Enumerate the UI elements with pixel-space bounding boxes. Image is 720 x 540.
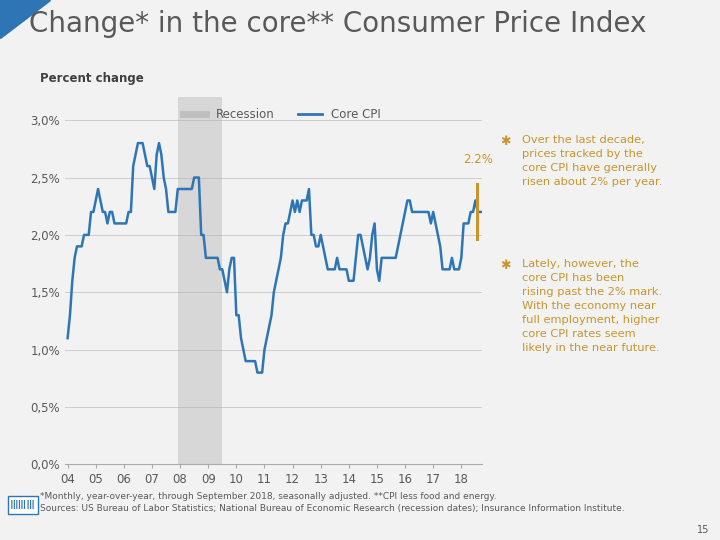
Text: 2.2%: 2.2% xyxy=(463,153,492,166)
Text: ✱: ✱ xyxy=(500,259,511,272)
Text: Percent change: Percent change xyxy=(40,72,143,85)
Text: 15: 15 xyxy=(697,524,709,535)
Text: Lately, however, the
core CPI has been
rising past the 2% mark.
With the economy: Lately, however, the core CPI has been r… xyxy=(522,259,662,353)
Legend: Recession, Core CPI: Recession, Core CPI xyxy=(178,103,386,125)
Text: *Monthly, year-over-year, through September 2018, seasonally adjusted. **CPI les: *Monthly, year-over-year, through Septem… xyxy=(40,492,624,513)
Text: Over the last decade,
prices tracked by the
core CPI have generally
risen about : Over the last decade, prices tracked by … xyxy=(522,135,662,187)
Text: ⅢⅢⅢ: ⅢⅢⅢ xyxy=(10,499,36,512)
Bar xyxy=(178,97,222,464)
Text: Change* in the core** Consumer Price Index: Change* in the core** Consumer Price Ind… xyxy=(29,10,646,38)
Polygon shape xyxy=(0,0,50,38)
Text: ✱: ✱ xyxy=(500,135,511,148)
